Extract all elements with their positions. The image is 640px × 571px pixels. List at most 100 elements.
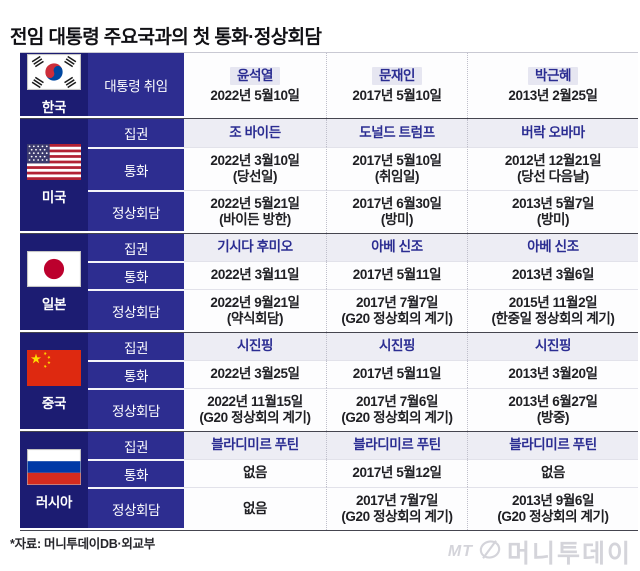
event-cell: 없음: [467, 459, 638, 487]
leader-name: 블라디미르 푸틴: [509, 437, 597, 453]
row-label-cell: 집권: [88, 119, 184, 147]
leader-cell: 기시다 후미오: [184, 234, 326, 261]
event-cell: 2022년 9월21일 (약식회담): [184, 289, 326, 332]
event-date: 2015년 11월2일: [508, 294, 598, 310]
flag-south-korea-icon: [27, 53, 81, 90]
event-date: 2013년 6월27일: [508, 393, 598, 409]
flag-china-icon: [27, 350, 81, 386]
event-date: 2017년 5월12일: [352, 465, 442, 481]
leader-cell: 아베 신조: [326, 234, 467, 261]
event-note: (당선 다음날): [517, 169, 589, 184]
logo-mt-text: MT: [447, 543, 473, 560]
event-cell: 2013년 5월7일 (방미): [467, 190, 638, 233]
country-block: 중국 집권 시진핑 시진핑 시진핑 통화 2022년 3월25일 2017년 5월11일 201…: [20, 333, 638, 432]
event-note: (G20 정상회의 계기): [341, 311, 453, 326]
country-label: 한국: [41, 99, 67, 115]
country-cell: 한국: [20, 53, 88, 118]
leader-name: 블라디미르 푸틴: [353, 437, 441, 453]
event-note: (G20 정상회의 계기): [341, 509, 453, 524]
row-label-cell: 통화: [88, 261, 184, 289]
event-cell: 2022년 3월25일: [184, 360, 326, 388]
event-date: 2022년 3월11일: [210, 267, 300, 283]
inauguration-date: 2017년 5월10일: [352, 87, 442, 103]
event-cell: 2017년 7월7일 (G20 정상회의 계기): [326, 487, 467, 530]
event-note: (바이든 방한): [219, 212, 291, 227]
country-cell: 러시아: [20, 432, 88, 530]
leader-cell: 아베 신조: [467, 234, 638, 261]
president-name: 윤석열: [229, 66, 281, 85]
row-label-cell: 정상회담: [88, 289, 184, 332]
leader-cell: 버락 오바마: [467, 119, 638, 147]
event-note: (G20 정상회의 계기): [497, 509, 609, 524]
event-date: 2022년 5월21일: [210, 195, 300, 211]
event-note: (방미): [380, 212, 414, 227]
event-date: 2017년 5월11일: [352, 267, 442, 283]
event-cell: 2022년 11월15일 (G20 정상회의 계기): [184, 388, 326, 431]
event-cell: 2017년 5월12일: [326, 459, 467, 487]
source-note: *자료: 머니투데이DB·외교부: [10, 537, 155, 551]
president-name: 문재인: [371, 66, 423, 85]
event-date: 2017년 6월30일: [352, 195, 442, 211]
leader-cell: 블라디미르 푸틴: [184, 432, 326, 459]
country-label: 미국: [41, 190, 67, 205]
row-label-cell: 집권: [88, 432, 184, 459]
event-note: (당선일): [232, 169, 278, 184]
event-note: (방중): [536, 410, 570, 425]
event-cell: 2017년 6월30일 (방미): [326, 190, 467, 233]
event-cell: 2012년 12월21일 (당선 다음날): [467, 147, 638, 190]
leader-cell: 조 바이든: [184, 119, 326, 147]
comparison-table: 한국 대통령 취임 윤석열 2022년 5월10일 문재인 2017년 5월10일 박근혜 2…: [20, 52, 638, 531]
leader-name: 아베 신조: [371, 239, 423, 255]
page-title: 전임 대통령 주요국과의 첫 통화·정상회담: [10, 26, 322, 48]
country-label: 러시아: [35, 495, 73, 510]
event-date: 2022년 3월10일: [210, 152, 300, 168]
leader-cell: 도널드 트럼프: [326, 119, 467, 147]
event-cell: 없음: [184, 459, 326, 487]
moneytoday-logo: MT 머니투데이: [448, 534, 632, 570]
event-date: 2017년 5월10일: [352, 152, 442, 168]
event-date: 2012년 12월21일: [504, 152, 602, 168]
leader-name: 아베 신조: [527, 239, 579, 255]
event-note: (G20 정상회의 계기): [199, 410, 311, 425]
event-cell: 2022년 3월11일: [184, 261, 326, 289]
flag-united-states-icon: [27, 144, 81, 180]
leader-name: 블라디미르 푸틴: [211, 437, 299, 453]
event-date: 2017년 7월6일: [355, 393, 439, 409]
president-name: 박근혜: [527, 66, 579, 85]
row-label-cell: 대통령 취임: [88, 53, 184, 118]
flag-russia-icon: [27, 449, 81, 485]
event-cell: 2015년 11월2일 (한중일 정상회의 계기): [467, 289, 638, 332]
event-date: 2017년 7월7일: [355, 492, 439, 508]
row-label-cell: 통화: [88, 360, 184, 388]
event-date: 2022년 3월25일: [210, 366, 300, 382]
leader-name: 도널드 트럼프: [359, 124, 435, 140]
row-label-cell: 집권: [88, 234, 184, 261]
leader-cell: 시진핑: [467, 333, 638, 360]
event-cell: 2013년 3월20일: [467, 360, 638, 388]
event-cell: 2022년 5월21일 (바이든 방한): [184, 190, 326, 233]
inauguration-date: 2013년 2월25일: [508, 87, 598, 103]
event-note: (취임일): [374, 169, 420, 184]
leader-cell: 블라디미르 푸틴: [467, 432, 638, 459]
logo-name-text: 머니투데이: [506, 540, 632, 568]
event-cell: 2017년 7월6일 (G20 정상회의 계기): [326, 388, 467, 431]
event-note: (한중일 정상회의 계기): [491, 311, 615, 326]
event-date: 2022년 9월21일: [210, 294, 300, 310]
inauguration-date: 2022년 5월10일: [210, 87, 300, 103]
country-cell: 미국: [20, 119, 88, 233]
leader-name: 기시다 후미오: [217, 239, 293, 255]
event-cell: 2017년 5월11일: [326, 261, 467, 289]
event-cell: 2017년 7월7일 (G20 정상회의 계기): [326, 289, 467, 332]
event-date: 2017년 5월11일: [352, 366, 442, 382]
leader-name: 버락 오바마: [521, 124, 585, 140]
event-cell: 없음: [184, 487, 326, 530]
event-cell: 2017년 5월10일 (취임일): [326, 147, 467, 190]
event-date: 2013년 3월20일: [508, 366, 598, 382]
event-cell: 2013년 9월6일 (G20 정상회의 계기): [467, 487, 638, 530]
row-label-cell: 통화: [88, 147, 184, 190]
inauguration-cell: 윤석열 2022년 5월10일: [184, 53, 326, 118]
country-cell: 중국: [20, 333, 88, 431]
country-cell: 일본: [20, 234, 88, 332]
